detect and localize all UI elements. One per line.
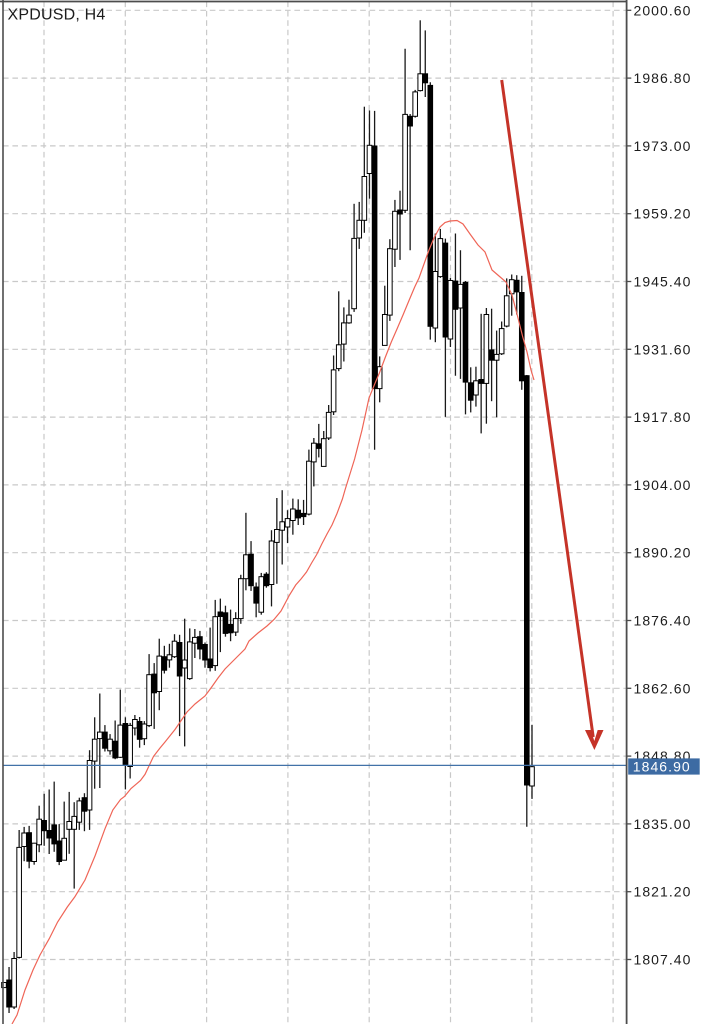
svg-text:1986.80: 1986.80 — [634, 70, 692, 86]
svg-text:1807.40: 1807.40 — [634, 952, 692, 968]
svg-text:1835.00: 1835.00 — [634, 816, 692, 832]
svg-text:1846.90: 1846.90 — [633, 758, 691, 774]
svg-text:1973.00: 1973.00 — [634, 138, 692, 154]
svg-text:1904.00: 1904.00 — [634, 477, 692, 493]
svg-text:1917.80: 1917.80 — [634, 409, 692, 425]
svg-text:1945.40: 1945.40 — [634, 274, 692, 290]
svg-text:1876.40: 1876.40 — [634, 613, 692, 629]
svg-text:1821.20: 1821.20 — [634, 884, 692, 900]
svg-text:1931.60: 1931.60 — [634, 341, 692, 357]
svg-text:XPDUSD, H4: XPDUSD, H4 — [8, 7, 106, 24]
svg-text:1959.20: 1959.20 — [634, 206, 692, 222]
svg-text:2000.60: 2000.60 — [634, 2, 692, 18]
svg-text:1890.20: 1890.20 — [634, 545, 692, 561]
svg-text:1862.60: 1862.60 — [634, 680, 692, 696]
